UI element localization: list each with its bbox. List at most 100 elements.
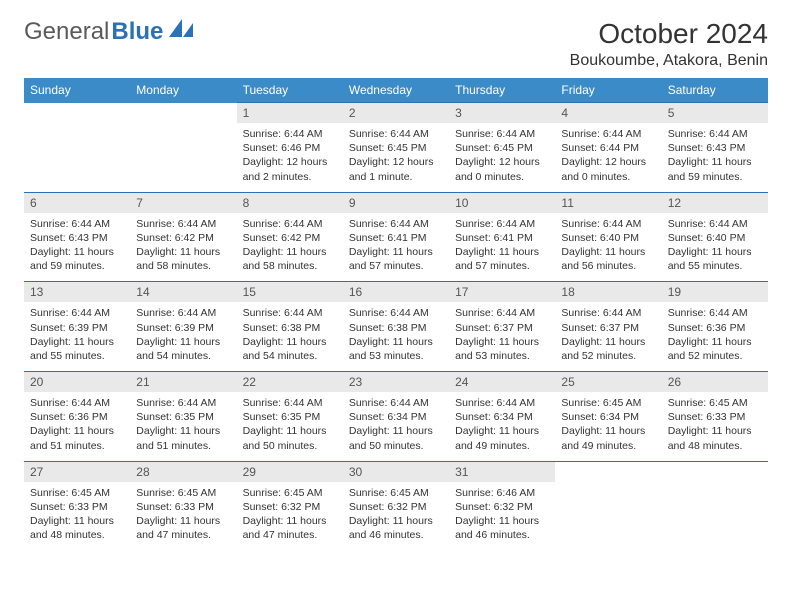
day-number: 3 [449, 103, 555, 123]
weekday-header: Thursday [449, 78, 555, 103]
calendar-cell: 25Sunrise: 6:45 AMSunset: 6:34 PMDayligh… [555, 372, 661, 462]
day-number: 26 [662, 372, 768, 392]
sunset-text: Sunset: 6:34 PM [561, 410, 655, 424]
calendar-cell: 8Sunrise: 6:44 AMSunset: 6:42 PMDaylight… [237, 192, 343, 282]
sunset-text: Sunset: 6:44 PM [561, 141, 655, 155]
sunrise-text: Sunrise: 6:44 AM [136, 217, 230, 231]
daylight-text: Daylight: 11 hours and 50 minutes. [349, 424, 443, 452]
calendar-cell: 11Sunrise: 6:44 AMSunset: 6:40 PMDayligh… [555, 192, 661, 282]
sunset-text: Sunset: 6:43 PM [668, 141, 762, 155]
sunset-text: Sunset: 6:33 PM [30, 500, 124, 514]
sunrise-text: Sunrise: 6:44 AM [349, 217, 443, 231]
calendar-row: 6Sunrise: 6:44 AMSunset: 6:43 PMDaylight… [24, 192, 768, 282]
day-number: 27 [24, 462, 130, 482]
day-details: Sunrise: 6:44 AMSunset: 6:36 PMDaylight:… [662, 302, 768, 371]
daylight-text: Daylight: 11 hours and 58 minutes. [243, 245, 337, 273]
day-details: Sunrise: 6:44 AMSunset: 6:45 PMDaylight:… [449, 123, 555, 192]
calendar-cell [130, 103, 236, 193]
sunrise-text: Sunrise: 6:44 AM [561, 127, 655, 141]
calendar-cell: 22Sunrise: 6:44 AMSunset: 6:35 PMDayligh… [237, 372, 343, 462]
calendar-cell: 12Sunrise: 6:44 AMSunset: 6:40 PMDayligh… [662, 192, 768, 282]
daylight-text: Daylight: 12 hours and 1 minute. [349, 155, 443, 183]
day-details: Sunrise: 6:44 AMSunset: 6:37 PMDaylight:… [449, 302, 555, 371]
sunset-text: Sunset: 6:45 PM [455, 141, 549, 155]
sunrise-text: Sunrise: 6:44 AM [243, 396, 337, 410]
daylight-text: Daylight: 12 hours and 0 minutes. [561, 155, 655, 183]
day-number: 14 [130, 282, 236, 302]
day-details: Sunrise: 6:44 AMSunset: 6:35 PMDaylight:… [130, 392, 236, 461]
day-details: Sunrise: 6:44 AMSunset: 6:35 PMDaylight:… [237, 392, 343, 461]
calendar-cell: 21Sunrise: 6:44 AMSunset: 6:35 PMDayligh… [130, 372, 236, 462]
weekday-header: Monday [130, 78, 236, 103]
daylight-text: Daylight: 11 hours and 46 minutes. [455, 514, 549, 542]
daylight-text: Daylight: 11 hours and 48 minutes. [30, 514, 124, 542]
day-number: 1 [237, 103, 343, 123]
day-details: Sunrise: 6:44 AMSunset: 6:37 PMDaylight:… [555, 302, 661, 371]
day-details: Sunrise: 6:45 AMSunset: 6:33 PMDaylight:… [130, 482, 236, 551]
day-number: 16 [343, 282, 449, 302]
sunset-text: Sunset: 6:39 PM [136, 321, 230, 335]
daylight-text: Daylight: 11 hours and 48 minutes. [668, 424, 762, 452]
sunset-text: Sunset: 6:37 PM [561, 321, 655, 335]
day-details: Sunrise: 6:45 AMSunset: 6:33 PMDaylight:… [662, 392, 768, 461]
day-details: Sunrise: 6:44 AMSunset: 6:43 PMDaylight:… [662, 123, 768, 192]
location: Boukoumbe, Atakora, Benin [570, 52, 768, 70]
day-number: 18 [555, 282, 661, 302]
day-details: Sunrise: 6:44 AMSunset: 6:36 PMDaylight:… [24, 392, 130, 461]
weekday-header: Saturday [662, 78, 768, 103]
calendar-cell: 18Sunrise: 6:44 AMSunset: 6:37 PMDayligh… [555, 282, 661, 372]
sunrise-text: Sunrise: 6:45 AM [136, 486, 230, 500]
sunset-text: Sunset: 6:33 PM [668, 410, 762, 424]
sunrise-text: Sunrise: 6:44 AM [349, 127, 443, 141]
sunrise-text: Sunrise: 6:44 AM [243, 127, 337, 141]
sunset-text: Sunset: 6:41 PM [349, 231, 443, 245]
day-details: Sunrise: 6:44 AMSunset: 6:43 PMDaylight:… [24, 213, 130, 282]
sunset-text: Sunset: 6:32 PM [455, 500, 549, 514]
day-number: 17 [449, 282, 555, 302]
calendar-cell: 13Sunrise: 6:44 AMSunset: 6:39 PMDayligh… [24, 282, 130, 372]
day-number: 31 [449, 462, 555, 482]
calendar-cell: 1Sunrise: 6:44 AMSunset: 6:46 PMDaylight… [237, 103, 343, 193]
sunrise-text: Sunrise: 6:44 AM [349, 396, 443, 410]
day-details: Sunrise: 6:45 AMSunset: 6:32 PMDaylight:… [237, 482, 343, 551]
day-number: 29 [237, 462, 343, 482]
day-number: 28 [130, 462, 236, 482]
calendar-cell: 3Sunrise: 6:44 AMSunset: 6:45 PMDaylight… [449, 103, 555, 193]
weekday-header-row: Sunday Monday Tuesday Wednesday Thursday… [24, 78, 768, 103]
day-number: 9 [343, 193, 449, 213]
day-details: Sunrise: 6:45 AMSunset: 6:33 PMDaylight:… [24, 482, 130, 551]
day-number: 21 [130, 372, 236, 392]
calendar-cell: 7Sunrise: 6:44 AMSunset: 6:42 PMDaylight… [130, 192, 236, 282]
calendar-cell: 30Sunrise: 6:45 AMSunset: 6:32 PMDayligh… [343, 461, 449, 550]
sunrise-text: Sunrise: 6:44 AM [455, 396, 549, 410]
sunrise-text: Sunrise: 6:44 AM [30, 306, 124, 320]
day-details: Sunrise: 6:44 AMSunset: 6:38 PMDaylight:… [343, 302, 449, 371]
day-details: Sunrise: 6:44 AMSunset: 6:46 PMDaylight:… [237, 123, 343, 192]
day-number: 23 [343, 372, 449, 392]
calendar-row: 27Sunrise: 6:45 AMSunset: 6:33 PMDayligh… [24, 461, 768, 550]
daylight-text: Daylight: 11 hours and 59 minutes. [30, 245, 124, 273]
calendar-cell [555, 461, 661, 550]
weekday-header: Sunday [24, 78, 130, 103]
sunset-text: Sunset: 6:46 PM [243, 141, 337, 155]
sunset-text: Sunset: 6:45 PM [349, 141, 443, 155]
day-number: 13 [24, 282, 130, 302]
day-number: 8 [237, 193, 343, 213]
sunset-text: Sunset: 6:40 PM [668, 231, 762, 245]
daylight-text: Daylight: 11 hours and 51 minutes. [30, 424, 124, 452]
calendar-cell: 19Sunrise: 6:44 AMSunset: 6:36 PMDayligh… [662, 282, 768, 372]
calendar-cell: 28Sunrise: 6:45 AMSunset: 6:33 PMDayligh… [130, 461, 236, 550]
day-details: Sunrise: 6:44 AMSunset: 6:42 PMDaylight:… [237, 213, 343, 282]
day-details: Sunrise: 6:44 AMSunset: 6:42 PMDaylight:… [130, 213, 236, 282]
day-details: Sunrise: 6:44 AMSunset: 6:45 PMDaylight:… [343, 123, 449, 192]
daylight-text: Daylight: 11 hours and 49 minutes. [561, 424, 655, 452]
calendar-cell: 9Sunrise: 6:44 AMSunset: 6:41 PMDaylight… [343, 192, 449, 282]
sunrise-text: Sunrise: 6:44 AM [561, 217, 655, 231]
day-number: 4 [555, 103, 661, 123]
calendar-cell: 2Sunrise: 6:44 AMSunset: 6:45 PMDaylight… [343, 103, 449, 193]
sunrise-text: Sunrise: 6:44 AM [668, 306, 762, 320]
sunrise-text: Sunrise: 6:44 AM [349, 306, 443, 320]
calendar-table: Sunday Monday Tuesday Wednesday Thursday… [24, 78, 768, 550]
day-number: 6 [24, 193, 130, 213]
sunset-text: Sunset: 6:42 PM [243, 231, 337, 245]
